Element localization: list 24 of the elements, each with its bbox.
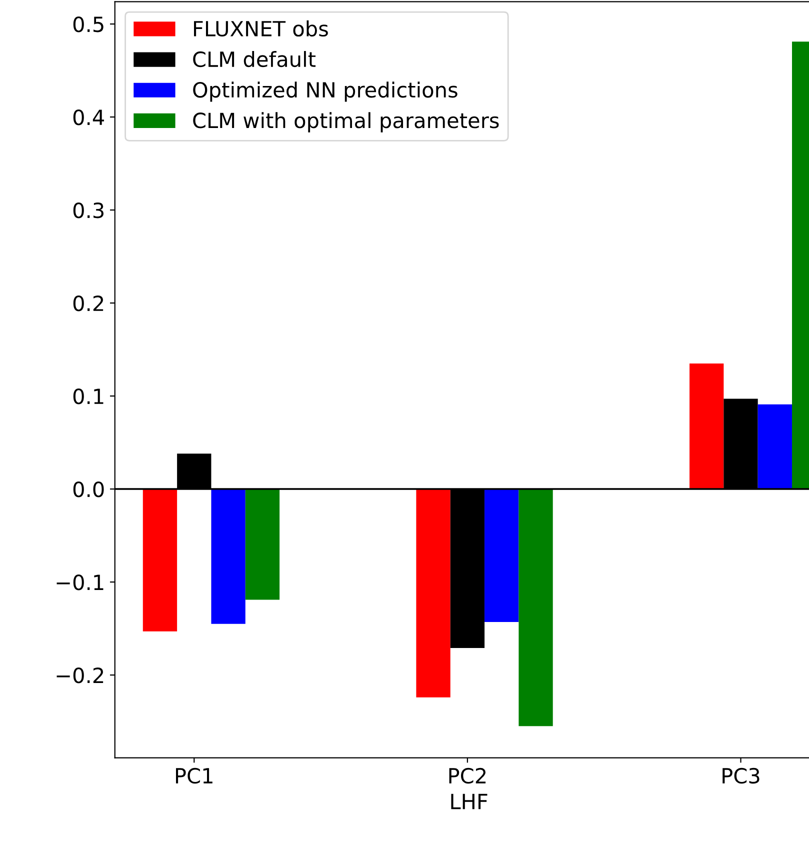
legend-label: FLUXNET obs <box>194 20 328 37</box>
legend-label: CLM default <box>193 51 316 68</box>
x-tick-label: PC3 <box>722 768 760 784</box>
y-tick-label: −0.2 <box>56 667 104 684</box>
bar <box>245 489 280 600</box>
bar <box>518 489 553 726</box>
bar <box>416 489 450 698</box>
x-tick-label: PC2 <box>449 768 486 784</box>
legend-label: Optimized NN predictions <box>193 82 458 102</box>
y-tick-label: 0.5 <box>73 16 104 32</box>
y-tick-label: 0.3 <box>73 202 104 218</box>
bar <box>484 489 519 622</box>
bar <box>211 489 246 624</box>
y-tick-label: 0.4 <box>73 109 104 126</box>
y-tick-label: 0.1 <box>73 388 104 404</box>
x-axis-title: LHF <box>451 794 488 810</box>
bar <box>142 489 178 632</box>
y-tick-label: 0.2 <box>73 295 104 312</box>
x-tick-label: PC1 <box>176 768 212 784</box>
bar <box>690 363 724 490</box>
legend-label: CLM with optimal parameters <box>193 112 499 132</box>
bar <box>758 404 792 490</box>
y-tick-label: 0.0 <box>73 481 104 498</box>
y-tick-label: −0.1 <box>56 574 104 590</box>
